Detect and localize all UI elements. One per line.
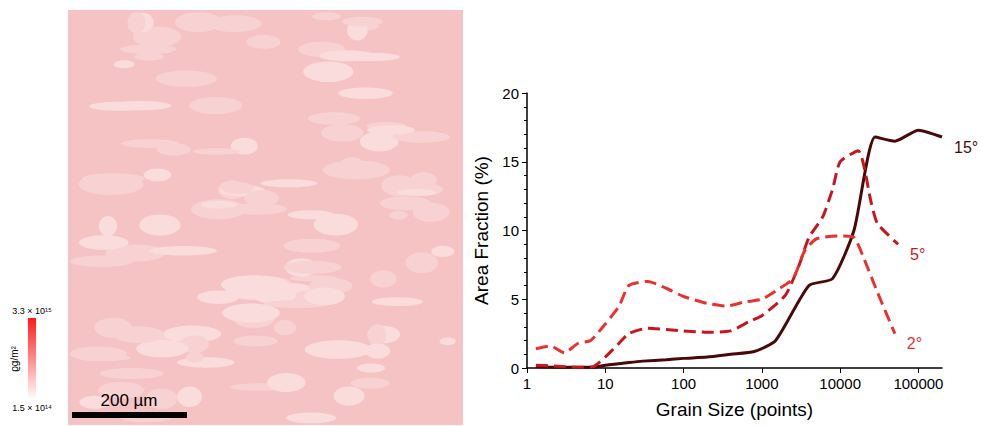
svg-text:Grain Size (points): Grain Size (points): [656, 399, 813, 420]
svg-text:10: 10: [597, 375, 614, 392]
svg-text:100000: 100000: [893, 375, 943, 392]
svg-text:2°: 2°: [907, 335, 922, 352]
svg-text:15°: 15°: [954, 139, 978, 156]
svg-text:0: 0: [511, 360, 519, 377]
svg-text:ϱg/m²: ϱg/m²: [9, 345, 20, 371]
svg-text:1.5 × 10¹⁴: 1.5 × 10¹⁴: [12, 403, 52, 413]
svg-text:3.3 × 10¹⁵: 3.3 × 10¹⁵: [12, 306, 52, 316]
svg-text:Area Fraction (%): Area Fraction (%): [471, 156, 492, 305]
svg-text:15: 15: [502, 153, 519, 170]
svg-text:10: 10: [502, 222, 519, 239]
svg-text:5°: 5°: [910, 246, 925, 263]
svg-text:10000: 10000: [819, 375, 861, 392]
svg-text:5: 5: [511, 291, 519, 308]
svg-text:1000: 1000: [745, 375, 778, 392]
svg-text:1: 1: [523, 375, 531, 392]
svg-text:200 µm: 200 µm: [100, 391, 157, 410]
svg-text:20: 20: [502, 85, 519, 102]
svg-text:100: 100: [671, 375, 696, 392]
